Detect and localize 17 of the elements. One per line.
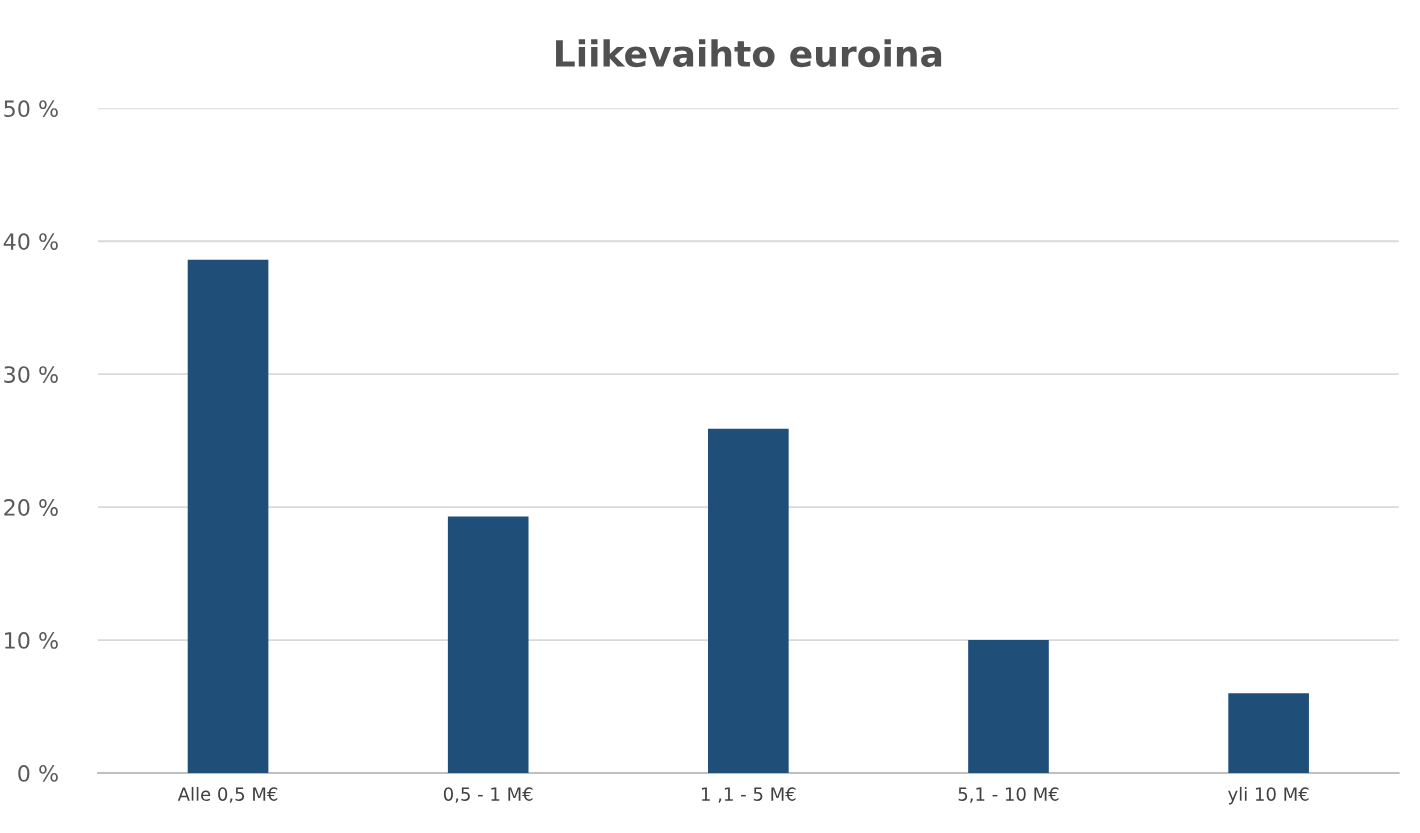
- bar: [708, 428, 789, 774]
- bar: [1228, 693, 1309, 774]
- y-tick-label: 0 %: [18, 764, 58, 782]
- x-tick-label: 5,1 - 10 M€: [958, 787, 1059, 803]
- y-tick-label: 30 %: [4, 366, 58, 383]
- x-tick-label: 0,5 - 1 M€: [443, 787, 533, 803]
- bar: [447, 516, 529, 774]
- x-tick-label: 1 ,1 - 5 M€: [701, 787, 796, 803]
- chart-title: Liikevaihto euroina: [556, 39, 942, 68]
- y-tick-label: 50 %: [4, 100, 58, 118]
- bar: [968, 640, 1049, 774]
- x-tick-label: yli 10 M€: [1228, 786, 1309, 805]
- x-tick-label: Alle 0,5 M€: [177, 786, 278, 803]
- y-tick-label: 20 %: [4, 499, 58, 516]
- bar: [187, 259, 269, 774]
- y-tick-label: 10 %: [5, 632, 58, 649]
- y-tick-label: 40 %: [3, 233, 58, 250]
